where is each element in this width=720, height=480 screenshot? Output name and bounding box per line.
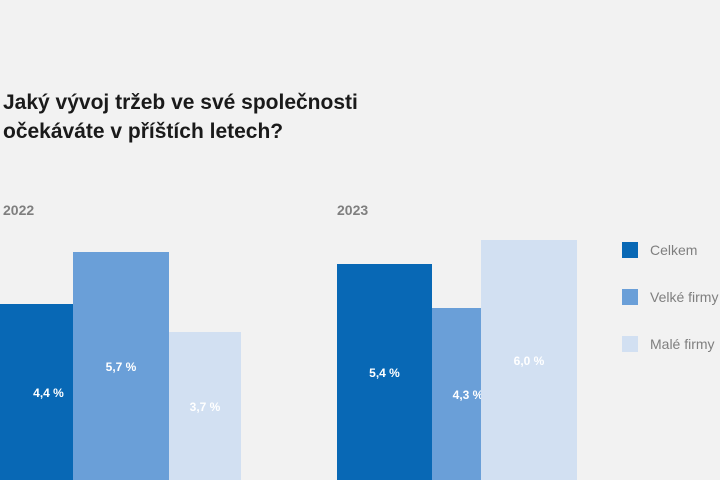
data-label-celkem-2022: 4,4 % xyxy=(33,386,64,400)
year-label-2022: 2022 xyxy=(3,202,35,218)
bar-velke-firmy-2022 xyxy=(73,252,169,480)
year-label-2023: 2023 xyxy=(337,202,369,218)
bar-male-firmy-2022 xyxy=(169,332,241,480)
bar-male-firmy-2023 xyxy=(481,240,577,480)
legend-swatch-velke-firmy xyxy=(622,289,638,305)
legend-label-celkem: Celkem xyxy=(650,242,698,258)
data-label-velke-firmy-2023: 4,3 % xyxy=(453,388,484,402)
title-line-1: Jaký vývoj tržeb ve své společnosti xyxy=(3,91,358,114)
bar-celkem-2023 xyxy=(337,264,432,480)
data-label-male-firmy-2023: 6,0 % xyxy=(514,354,545,368)
legend-item-velke-firmy: Velké firmy xyxy=(622,289,718,305)
data-label-male-firmy-2022: 3,7 % xyxy=(190,400,221,414)
legend-swatch-male-firmy xyxy=(622,336,638,352)
legend-item-male-firmy: Malé firmy xyxy=(622,336,715,352)
data-label-celkem-2023: 5,4 % xyxy=(369,366,400,380)
legend-swatch-celkem xyxy=(622,242,638,258)
legend-label-male-firmy: Malé firmy xyxy=(650,336,715,352)
legend-label-velke-firmy: Velké firmy xyxy=(650,289,719,305)
data-label-velke-firmy-2022: 5,7 % xyxy=(106,360,137,374)
title-line-2: očekáváte v příštích letech? xyxy=(3,120,284,143)
legend-item-celkem: Celkem xyxy=(622,242,697,258)
chart-title: Jaký vývoj tržeb ve své společnosti oček… xyxy=(3,88,423,146)
